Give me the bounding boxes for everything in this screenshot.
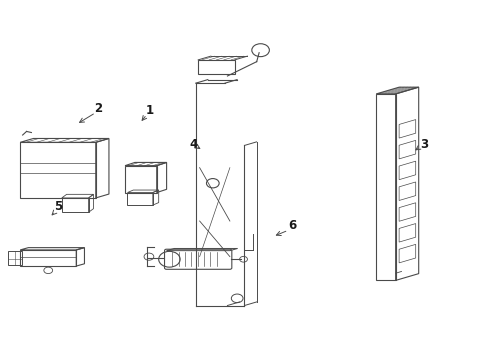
Text: 2: 2 [94, 102, 102, 115]
Text: 5: 5 [54, 201, 62, 213]
Text: 6: 6 [287, 219, 296, 233]
Text: 4: 4 [189, 138, 197, 150]
Text: 3: 3 [419, 138, 427, 150]
Text: 1: 1 [145, 104, 153, 117]
